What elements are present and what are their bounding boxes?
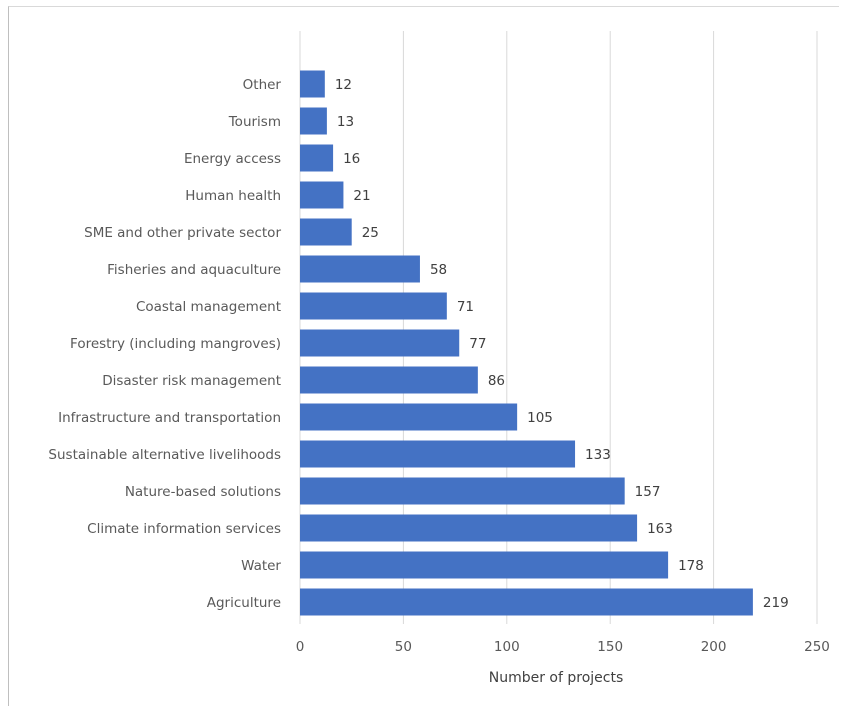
data-label: 71 [457, 299, 474, 315]
data-label: 157 [635, 484, 661, 500]
bar [300, 292, 447, 320]
data-label: 16 [343, 151, 360, 167]
data-label: 133 [585, 447, 611, 463]
category-label: Water [241, 558, 281, 574]
data-label: 58 [430, 262, 447, 278]
category-label: Energy access [184, 151, 281, 167]
data-label: 12 [335, 77, 352, 93]
data-label: 163 [647, 521, 673, 537]
data-label: 178 [678, 558, 704, 574]
category-labels: Other Tourism Energy access Human health SME… [48, 77, 281, 611]
chart-frame: Other Tourism Energy access Human health SME… [8, 6, 839, 706]
bar [300, 514, 638, 542]
data-label: 21 [353, 188, 370, 204]
bar [300, 181, 344, 209]
x-tick-label: 50 [395, 639, 412, 655]
x-tick-label: 200 [701, 639, 727, 655]
bar-chart: Other Tourism Energy access Human health SME… [48, 31, 830, 686]
x-tick-label: 100 [494, 639, 520, 655]
bar [300, 144, 334, 172]
data-label: 77 [469, 336, 486, 352]
bar [300, 588, 753, 616]
category-label: Nature-based solutions [125, 484, 281, 500]
bar [300, 218, 352, 246]
x-tick-label: 0 [296, 639, 305, 655]
data-label: 105 [527, 410, 553, 426]
category-label: Forestry (including mangroves) [70, 336, 281, 352]
x-tick-label: 150 [597, 639, 623, 655]
bar [300, 329, 460, 357]
category-label: Sustainable alternative livelihoods [48, 447, 281, 463]
category-label: Agriculture [207, 595, 281, 611]
bar [300, 440, 576, 468]
category-label: Disaster risk management [102, 373, 281, 389]
bar [300, 551, 669, 579]
data-label: 86 [488, 373, 505, 389]
data-label: 13 [337, 114, 354, 130]
bar [300, 403, 518, 431]
data-label: 25 [362, 225, 379, 241]
data-label: 219 [763, 595, 789, 611]
bars [300, 70, 753, 616]
bar [300, 70, 325, 98]
category-label: Coastal management [136, 299, 281, 315]
x-axis-title: Number of projects [489, 670, 624, 686]
category-label: Infrastructure and transportation [58, 410, 281, 426]
x-tick-label: 250 [804, 639, 830, 655]
category-label: Other [243, 77, 282, 93]
bar [300, 255, 420, 283]
category-label: Tourism [228, 114, 281, 130]
category-label: SME and other private sector [84, 225, 281, 241]
data-labels: 12 13 16 21 25 58 71 77 86 105 133 157 163 178 219 [335, 77, 789, 611]
bar [300, 477, 625, 505]
category-label: Human health [185, 188, 281, 204]
bar [300, 366, 478, 394]
x-tick-labels: 0 50 100 150 200 250 [296, 639, 830, 655]
category-label: Climate information services [87, 521, 281, 537]
bar [300, 107, 327, 135]
category-label: Fisheries and aquaculture [107, 262, 281, 278]
